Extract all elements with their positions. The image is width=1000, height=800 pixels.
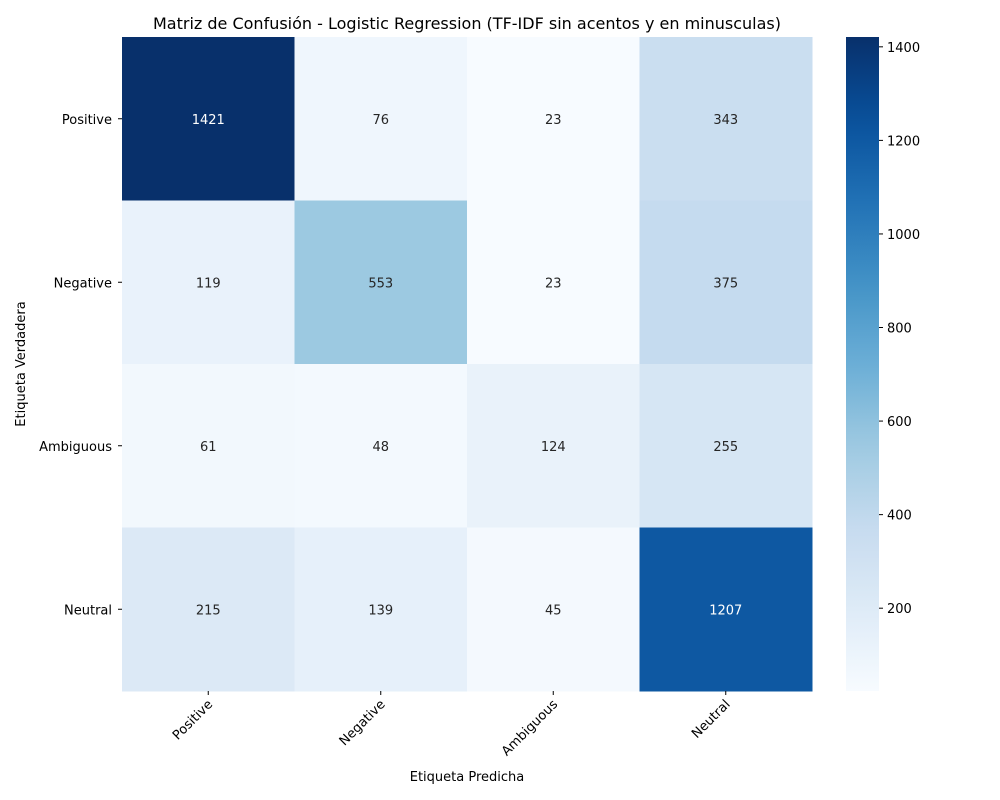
cell-value-label: 61 <box>200 440 217 455</box>
colorbar-tick-label: 1200 <box>887 134 920 149</box>
x-tick-label: Positive <box>170 697 216 743</box>
colorbar-tick-label: 800 <box>887 322 912 337</box>
cell-value-label: 375 <box>713 276 738 291</box>
cell-value-label: 76 <box>372 113 389 128</box>
heatmap-cell-r0-c3 <box>639 37 813 201</box>
x-tick-label: Ambiguous <box>499 697 561 759</box>
x-tick-label: Neutral <box>689 697 734 742</box>
cell-value-label: 1421 <box>192 113 225 128</box>
heatmap-cell-r0-c1 <box>294 37 468 201</box>
cell-value-label: 139 <box>368 603 393 618</box>
heatmap-cell-r2-c1 <box>294 364 468 528</box>
heatmap-cell-r1-c2 <box>467 200 640 365</box>
colorbar-tick-label: 1400 <box>887 41 920 56</box>
y-axis-ticks: Positive Negative Ambiguous Neutral <box>39 113 122 618</box>
heatmap-cell-r1-c1 <box>294 200 468 365</box>
heatmap-cell-r2-c2 <box>467 364 640 528</box>
colorbar-gradient <box>846 37 879 691</box>
colorbar-tick-label: 400 <box>887 509 912 524</box>
colorbar: 200 400 600 800 1000 1200 1400 <box>846 37 920 691</box>
cell-value-label: 23 <box>545 276 562 291</box>
cell-value-label: 215 <box>196 603 221 618</box>
colorbar-tick-label: 600 <box>887 415 912 430</box>
cell-value-label: 124 <box>541 440 566 455</box>
heatmap-cell-r3-c3 <box>639 527 813 692</box>
cell-value-label: 553 <box>368 276 393 291</box>
cell-value-label: 119 <box>196 276 221 291</box>
y-tick-label: Negative <box>54 276 112 291</box>
heatmap-cell-r1-c3 <box>639 200 813 365</box>
colorbar-tick-label: 200 <box>887 602 912 617</box>
chart-title: Matriz de Confusión - Logistic Regressio… <box>153 14 781 33</box>
heatmap-cell-r2-c0 <box>122 364 295 528</box>
cell-value-label: 23 <box>545 113 562 128</box>
heatmap-cell-r2-c3 <box>639 364 813 528</box>
x-tick-label: Negative <box>337 697 389 749</box>
y-tick-label: Positive <box>62 113 112 128</box>
heatmap-cell-r3-c2 <box>467 527 640 692</box>
cell-value-label: 1207 <box>709 603 742 618</box>
cell-value-label: 255 <box>713 440 738 455</box>
heatmap-cell-labels: 1421 76 23 343 119 553 23 375 61 48 124 255 215 139 45… <box>192 113 743 619</box>
heatmap-cell-r0-c0 <box>122 37 295 201</box>
y-tick-label: Ambiguous <box>39 440 112 455</box>
heatmap-cell-r3-c0 <box>122 527 295 692</box>
x-axis-label: Etiqueta Predicha <box>410 770 525 785</box>
cell-value-label: 48 <box>372 440 389 455</box>
heatmap-cell-r3-c1 <box>294 527 468 692</box>
y-axis-label: Etiqueta Verdadera <box>14 301 29 426</box>
heatmap-cells <box>122 37 813 692</box>
cell-value-label: 45 <box>545 603 562 618</box>
x-axis-ticks: Positive Negative Ambiguous Neutral <box>170 691 734 759</box>
heatmap-cell-r1-c0 <box>122 200 295 365</box>
y-tick-label: Neutral <box>64 603 112 618</box>
colorbar-tick-label: 1000 <box>887 228 920 243</box>
cell-value-label: 343 <box>713 113 738 128</box>
heatmap-cell-r0-c2 <box>467 37 640 201</box>
